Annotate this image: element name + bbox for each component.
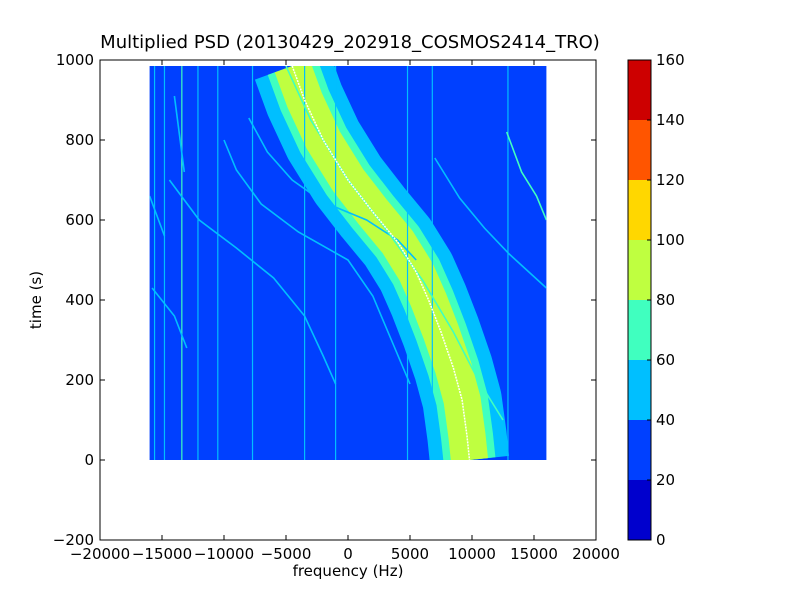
trace-4: [285, 66, 504, 421]
x-tick-label: 5000: [391, 545, 429, 563]
x-tick-label: 15000: [510, 545, 558, 563]
y-tick-label: 800: [65, 131, 94, 149]
y-tick-label: 1000: [56, 51, 94, 69]
colorbar-segment: [628, 420, 651, 480]
colorbar-tick-label: 20: [656, 471, 675, 489]
trace-1: [168, 179, 337, 385]
colorbar: 0 20 40 60 80 100 120 140 160: [627, 51, 685, 549]
trace-0: [151, 287, 188, 349]
plot-area: −20000 −15000 −10000 −5000 0 5000 10000 15000 20…: [53, 51, 620, 563]
y-tick-label: 0: [84, 451, 94, 469]
band-center-line: [291, 66, 471, 460]
x-tick-label: 20000: [572, 545, 620, 563]
x-tick-label: −20000: [70, 545, 130, 563]
colorbar-segment: [628, 300, 651, 360]
x-tick-label: −10000: [194, 545, 254, 563]
chart-title: Multiplied PSD (20130429_202918_COSMOS24…: [100, 32, 600, 53]
y-tick-label: 200: [65, 371, 94, 389]
trace-7: [149, 195, 166, 237]
colorbar-tick-label: 160: [656, 51, 685, 69]
trace-3: [248, 117, 417, 261]
colorbar-segment: [628, 480, 651, 540]
colorbar-tick-label: 80: [656, 291, 675, 309]
y-axis-title: time (s): [27, 271, 45, 329]
x-axis: −20000 −15000 −10000 −5000 0 5000 10000 15000 20…: [70, 60, 620, 563]
colorbar-tick-label: 140: [656, 111, 685, 129]
x-tick-label: −5000: [261, 545, 312, 563]
trace-2: [223, 139, 411, 385]
x-tick-label: −15000: [132, 545, 192, 563]
colorbar-tick-label: 40: [656, 411, 675, 429]
colorbar-segment: [628, 180, 651, 240]
x-tick-label: 0: [343, 545, 353, 563]
heatmap-layer: [149, 66, 547, 460]
trace-5: [434, 157, 547, 289]
y-tick-label: 400: [65, 291, 94, 309]
colorbar-segment: [628, 120, 651, 180]
colorbar-segment: [628, 240, 651, 300]
y-tick-label: 600: [65, 211, 94, 229]
x-axis-title: frequency (Hz): [293, 562, 404, 580]
trace-8: [173, 95, 186, 173]
x-tick-label: 10000: [448, 545, 496, 563]
y-axis: −200 0 200 400 600 800 1000: [53, 51, 596, 549]
colorbar-tick-label: 0: [656, 531, 666, 549]
colorbar-tick-label: 60: [656, 351, 675, 369]
colorbar-segment: [628, 60, 651, 120]
colorbar-tick-label: 120: [656, 171, 685, 189]
colorbar-segment: [628, 360, 651, 420]
y-tick-label: −200: [53, 531, 94, 549]
colorbar-tick-label: 100: [656, 231, 685, 249]
trace-6: [505, 131, 547, 221]
traces-layer: [149, 66, 547, 460]
